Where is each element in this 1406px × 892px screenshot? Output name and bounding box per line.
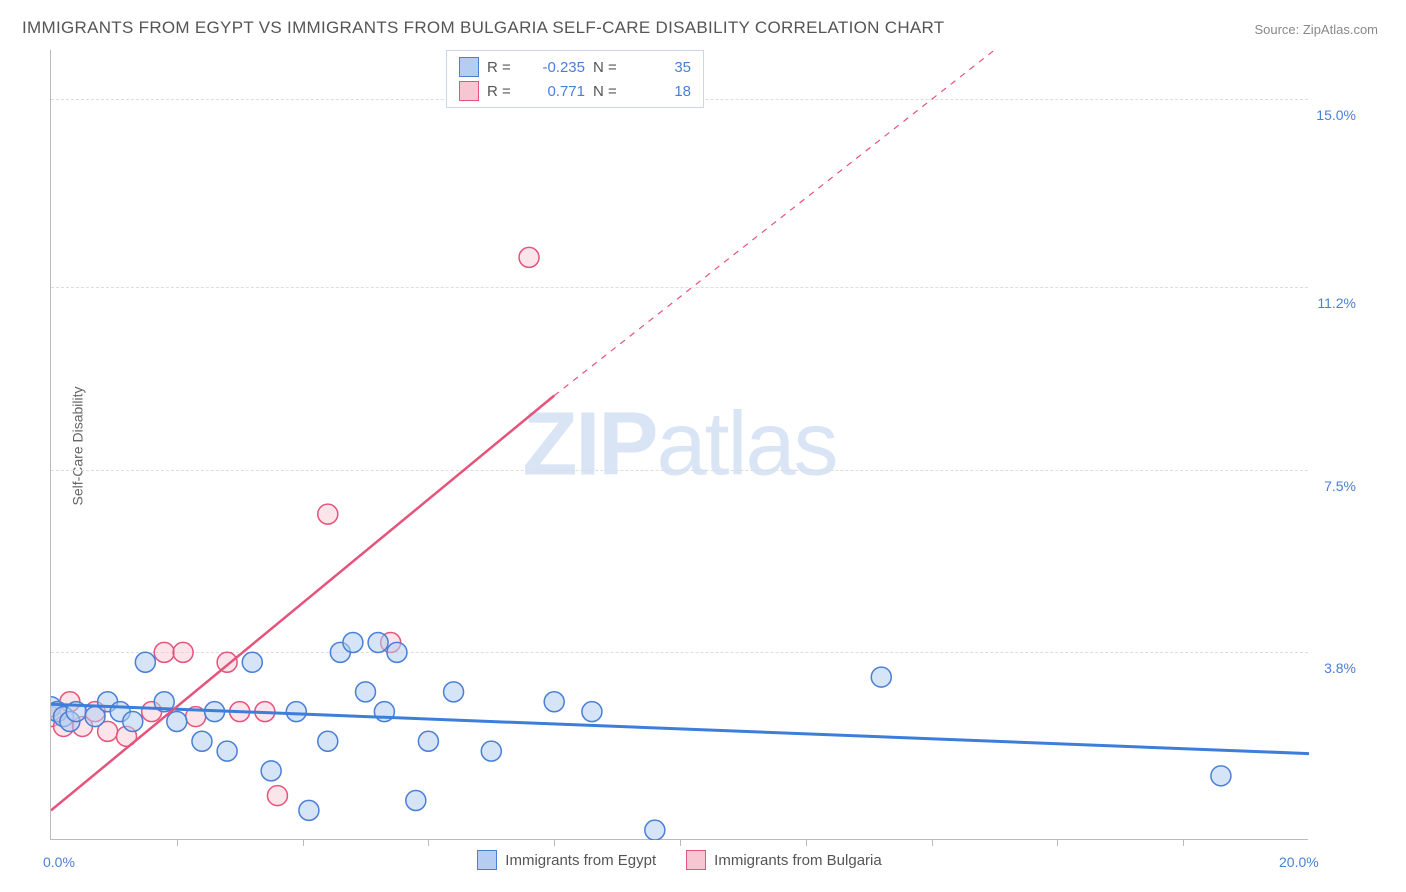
data-point <box>142 702 162 722</box>
data-point <box>110 702 130 722</box>
x-tick <box>680 839 681 846</box>
data-point <box>167 712 187 732</box>
data-point <box>98 692 118 712</box>
data-point <box>192 731 212 751</box>
chart-title: IMMIGRANTS FROM EGYPT VS IMMIGRANTS FROM… <box>22 18 945 38</box>
data-point <box>444 682 464 702</box>
data-point <box>123 712 143 732</box>
trend-line <box>51 704 1309 753</box>
watermark-bold: ZIP <box>522 394 656 494</box>
svg-overlay <box>51 50 1309 840</box>
data-point <box>217 741 237 761</box>
data-point <box>645 820 665 840</box>
x-tick <box>932 839 933 846</box>
legend-label: N = <box>593 83 623 100</box>
data-point <box>481 741 501 761</box>
legend-item: Immigrants from Bulgaria <box>686 850 882 870</box>
legend-item-label: Immigrants from Egypt <box>505 852 656 869</box>
data-point <box>368 633 388 653</box>
data-point <box>51 702 67 722</box>
source-text: Source: ZipAtlas.com <box>1254 22 1378 37</box>
legend-swatch <box>686 850 706 870</box>
data-point <box>406 791 426 811</box>
data-point <box>51 702 67 722</box>
x-tick <box>177 839 178 846</box>
data-point <box>381 633 401 653</box>
data-point <box>51 707 61 727</box>
data-point <box>60 692 80 712</box>
data-point <box>154 692 174 712</box>
legend-label: N = <box>593 59 623 76</box>
x-tick <box>806 839 807 846</box>
data-point <box>1211 766 1231 786</box>
data-point <box>261 761 281 781</box>
data-point <box>356 682 376 702</box>
data-point <box>205 702 225 722</box>
legend-row: R = 0.771 N = 18 <box>459 79 691 103</box>
data-point <box>519 247 539 267</box>
chart-container: ZIPatlas 3.8%7.5%11.2%15.0%0.0%20.0%R =-… <box>50 50 1360 840</box>
x-tick <box>1057 839 1058 846</box>
legend-value: 35 <box>631 59 691 76</box>
data-point <box>186 707 206 727</box>
gridline <box>51 470 1308 471</box>
legend-label: R = <box>487 83 517 100</box>
data-point <box>85 707 105 727</box>
legend-value: 0.771 <box>525 83 585 100</box>
plot-area: ZIPatlas 3.8%7.5%11.2%15.0%0.0%20.0%R =-… <box>50 50 1308 840</box>
legend-item-label: Immigrants from Bulgaria <box>714 852 882 869</box>
legend-value: -0.235 <box>525 59 585 76</box>
data-point <box>255 702 275 722</box>
data-point <box>374 702 394 722</box>
data-point <box>230 702 250 722</box>
data-point <box>582 702 602 722</box>
watermark-rest: atlas <box>656 394 836 494</box>
legend-swatch <box>477 850 497 870</box>
data-point <box>318 731 338 751</box>
legend-correlation: R = -0.235 N = 35 R = 0.771 N = 18 <box>446 50 704 108</box>
data-point <box>72 716 92 736</box>
legend-item: Immigrants from Egypt <box>477 850 656 870</box>
data-point <box>544 692 564 712</box>
legend-swatch <box>459 81 479 101</box>
data-point <box>217 652 237 672</box>
data-point <box>85 702 105 722</box>
data-point <box>135 652 155 672</box>
data-point <box>871 667 891 687</box>
legend-swatch <box>459 57 479 77</box>
legend-series: Immigrants from Egypt Immigrants from Bul… <box>51 850 1308 870</box>
data-point <box>51 697 61 717</box>
data-point <box>66 702 86 722</box>
trend-line <box>51 396 554 811</box>
watermark: ZIPatlas <box>522 393 836 496</box>
data-point <box>318 504 338 524</box>
data-point <box>60 712 80 732</box>
x-tick <box>554 839 555 846</box>
data-point <box>267 786 287 806</box>
data-point <box>242 652 262 672</box>
y-tick-label: 11.2% <box>1317 295 1356 311</box>
data-point <box>54 716 74 736</box>
data-point <box>286 702 306 722</box>
y-tick-label: 7.5% <box>1324 478 1356 494</box>
data-point <box>299 800 319 820</box>
gridline <box>51 652 1308 653</box>
gridline <box>51 287 1308 288</box>
y-tick-label: 3.8% <box>1324 660 1356 676</box>
data-point <box>54 707 74 727</box>
data-point <box>418 731 438 751</box>
data-point <box>116 726 136 746</box>
legend-label: R = <box>487 59 517 76</box>
x-tick <box>1183 839 1184 846</box>
legend-value: 18 <box>631 83 691 100</box>
data-point <box>98 721 118 741</box>
data-point <box>343 633 363 653</box>
y-tick-label: 15.0% <box>1316 107 1356 123</box>
x-tick <box>428 839 429 846</box>
legend-row: R = -0.235 N = 35 <box>459 55 691 79</box>
x-tick <box>303 839 304 846</box>
